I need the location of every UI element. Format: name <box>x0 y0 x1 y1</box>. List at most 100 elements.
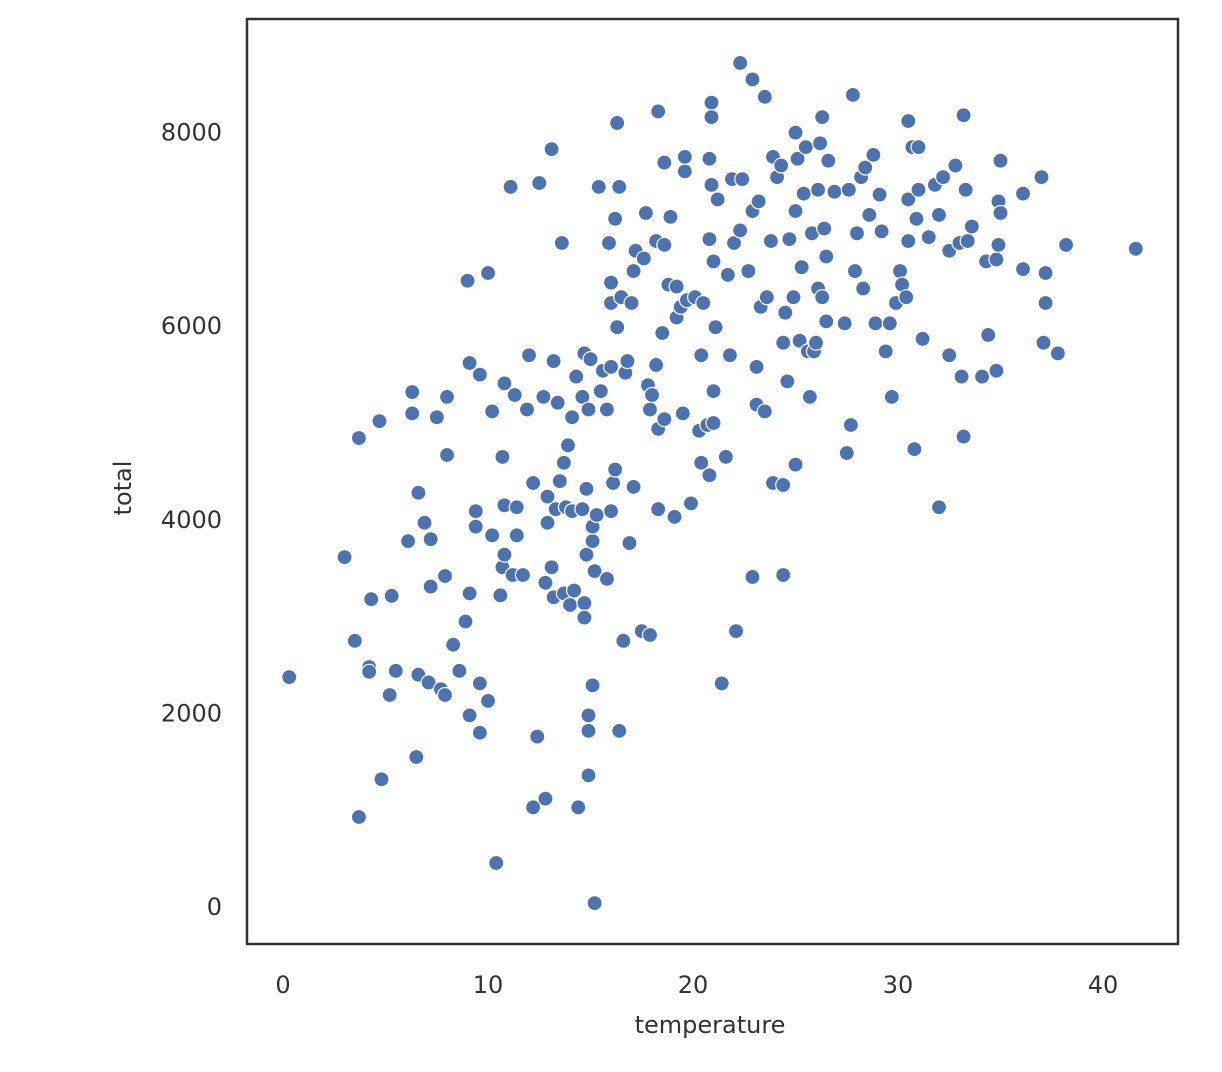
point <box>818 313 835 330</box>
point <box>566 582 583 599</box>
point <box>906 441 923 458</box>
point <box>635 250 652 267</box>
point <box>520 347 538 364</box>
point <box>818 248 835 265</box>
point <box>484 527 501 544</box>
point <box>422 531 439 548</box>
x-tick-label: 10 <box>473 971 504 999</box>
point <box>703 176 720 194</box>
point <box>744 71 761 88</box>
point <box>676 148 693 165</box>
point <box>703 109 720 126</box>
point <box>693 454 710 471</box>
point <box>744 568 761 586</box>
point <box>650 501 667 518</box>
point <box>877 343 894 360</box>
point <box>623 294 640 312</box>
point <box>484 403 501 420</box>
point <box>438 446 456 464</box>
point <box>705 382 722 400</box>
point <box>701 150 718 167</box>
point <box>602 274 620 291</box>
point <box>855 280 872 297</box>
point <box>955 107 972 124</box>
point <box>609 114 626 132</box>
point <box>502 178 519 195</box>
point <box>1014 185 1032 202</box>
point <box>404 383 421 401</box>
point <box>865 146 882 164</box>
point <box>973 368 991 385</box>
point <box>873 223 890 240</box>
point <box>871 186 888 203</box>
y-tick-label: 4000 <box>161 506 222 534</box>
point <box>404 405 421 422</box>
point <box>773 157 790 174</box>
point <box>914 330 931 347</box>
point <box>758 289 775 306</box>
point <box>598 401 616 418</box>
point <box>461 354 478 372</box>
point <box>467 503 484 520</box>
point <box>705 253 722 270</box>
point <box>713 675 730 692</box>
x-tick-label: 0 <box>275 971 290 999</box>
point <box>543 140 560 158</box>
point <box>586 895 603 912</box>
point <box>604 474 622 492</box>
point <box>992 204 1009 222</box>
point <box>576 609 593 626</box>
point <box>584 533 601 550</box>
point <box>867 315 884 332</box>
point <box>553 234 570 252</box>
point <box>801 388 818 405</box>
point <box>1037 264 1054 282</box>
point <box>816 220 833 237</box>
point <box>934 169 952 186</box>
x-tick-label: 40 <box>1088 971 1119 999</box>
point <box>537 574 554 591</box>
point <box>543 559 560 576</box>
point <box>756 88 773 105</box>
point <box>592 382 609 400</box>
point <box>643 386 661 404</box>
point <box>721 347 739 364</box>
point <box>408 748 425 766</box>
point <box>600 234 618 252</box>
point <box>381 686 398 704</box>
point <box>611 178 628 195</box>
point <box>479 264 497 282</box>
point <box>609 319 626 336</box>
point <box>701 231 718 248</box>
point <box>900 232 917 250</box>
point <box>787 456 804 473</box>
point <box>756 403 773 420</box>
point <box>471 675 488 692</box>
point <box>682 495 700 512</box>
point <box>561 596 579 614</box>
y-tick-label: 8000 <box>161 119 222 147</box>
point <box>1037 294 1054 312</box>
point <box>840 181 857 198</box>
point <box>775 476 792 494</box>
point <box>582 351 599 368</box>
point <box>578 546 595 563</box>
point <box>471 366 488 383</box>
point <box>910 181 927 198</box>
point <box>953 368 970 385</box>
point <box>910 139 927 156</box>
point <box>336 548 353 566</box>
x-tick-label: 30 <box>883 971 914 999</box>
point <box>410 484 427 501</box>
point <box>428 409 445 426</box>
point <box>732 222 749 239</box>
point <box>732 54 749 72</box>
point <box>549 394 566 411</box>
point <box>602 503 620 520</box>
point <box>506 386 523 404</box>
point <box>361 663 378 680</box>
point <box>836 315 853 332</box>
x-axis-label: temperature <box>635 1011 786 1039</box>
point <box>574 501 591 518</box>
point <box>535 388 552 405</box>
